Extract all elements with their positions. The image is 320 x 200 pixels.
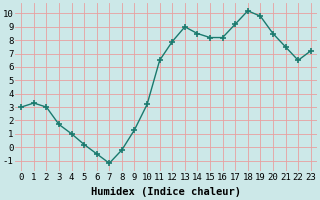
X-axis label: Humidex (Indice chaleur): Humidex (Indice chaleur)	[91, 187, 241, 197]
